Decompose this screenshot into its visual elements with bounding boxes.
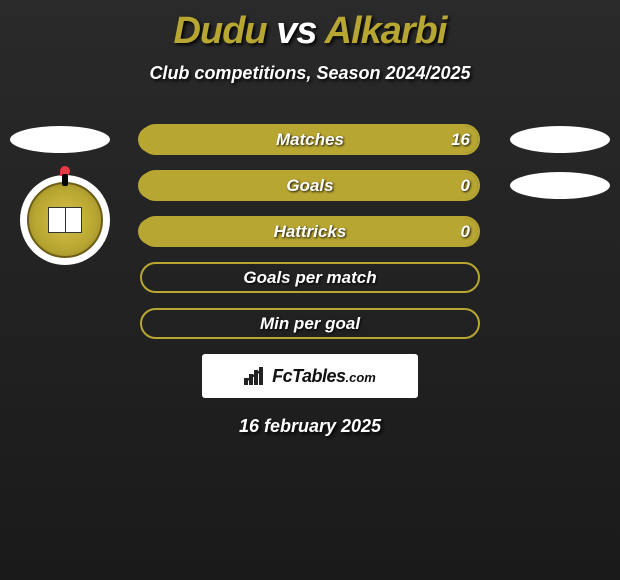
comparison-widget: Dudu vs Alkarbi Club competitions, Seaso…	[0, 0, 620, 580]
branding-name: FcTables	[272, 366, 345, 386]
player1-name: Dudu	[174, 10, 267, 52]
stat-bar: Goals 0	[140, 170, 480, 201]
stat-bar: Hattricks 0	[140, 216, 480, 247]
stat-row: Matches 16	[0, 124, 620, 155]
stat-bar: Goals per match	[140, 262, 480, 293]
stat-bar: Matches 16	[140, 124, 480, 155]
ellipse-right	[510, 126, 610, 153]
stat-value-right: 0	[461, 222, 470, 242]
stat-label: Min per goal	[260, 314, 360, 334]
chart-icon	[244, 367, 266, 385]
branding-domain: .com	[346, 370, 376, 385]
stat-value-right: 0	[461, 176, 470, 196]
subtitle: Club competitions, Season 2024/2025	[0, 63, 620, 84]
vs-label: vs	[276, 10, 316, 52]
stat-row: Min per goal	[0, 308, 620, 339]
stat-value-right: 16	[451, 130, 470, 150]
stat-label: Matches	[276, 130, 344, 150]
ellipse-left	[10, 126, 110, 153]
date-label: 16 february 2025	[0, 416, 620, 437]
branding-text: FcTables.com	[272, 366, 376, 387]
stat-bar: Min per goal	[140, 308, 480, 339]
page-title: Dudu vs Alkarbi	[0, 0, 620, 53]
stat-label: Goals	[286, 176, 333, 196]
stat-row: Goals per match	[0, 262, 620, 293]
ellipse-right	[510, 172, 610, 199]
stat-label: Hattricks	[274, 222, 347, 242]
stat-row: Hattricks 0	[0, 216, 620, 247]
stat-row: Goals 0	[0, 170, 620, 201]
stat-label: Goals per match	[243, 268, 376, 288]
player2-name: Alkarbi	[325, 10, 447, 52]
branding-box[interactable]: FcTables.com	[202, 354, 418, 398]
stats-list: Matches 16 Goals 0 Hattricks 0 Goals per match…	[0, 124, 620, 339]
